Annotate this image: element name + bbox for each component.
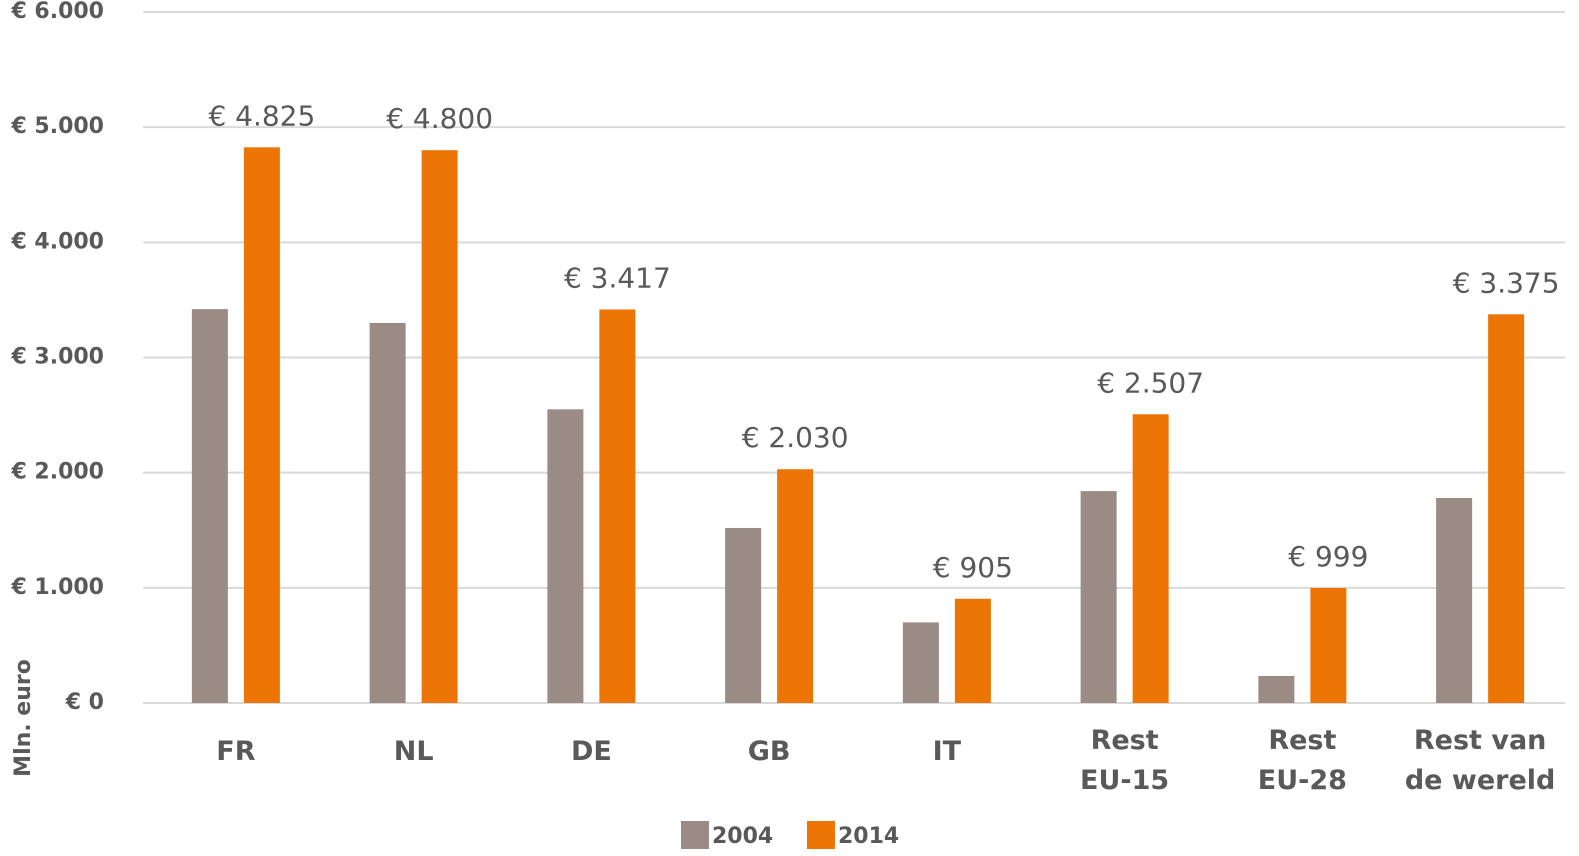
bar	[369, 322, 406, 703]
value-label: € 999	[1288, 540, 1368, 573]
legend-label: 2014	[838, 824, 899, 849]
bar	[1488, 314, 1525, 703]
y-tick-label: € 3.000	[10, 345, 104, 370]
y-tick-label: € 1.000	[10, 575, 104, 600]
x-tick-label: DE	[571, 736, 612, 767]
x-tick-label: IT	[933, 736, 962, 767]
value-label: € 4.800	[386, 102, 493, 135]
bar	[954, 598, 991, 703]
bar	[191, 309, 228, 703]
bar	[1310, 587, 1347, 703]
value-label: € 3.417	[564, 261, 671, 294]
x-tick-label: FR	[216, 736, 255, 767]
bar	[421, 150, 458, 703]
x-tick-label: Rest EU-28	[1258, 725, 1347, 796]
value-label: € 4.825	[208, 99, 315, 132]
bar	[1436, 498, 1473, 703]
bar	[725, 527, 762, 703]
bar	[902, 622, 939, 703]
y-tick-label: € 2.000	[10, 460, 104, 485]
bar	[243, 147, 280, 704]
value-label: € 3.375	[1453, 266, 1560, 299]
value-label: € 905	[933, 551, 1013, 584]
y-tick-label: € 0	[65, 690, 104, 715]
bar	[547, 409, 584, 703]
value-label: € 2.507	[1097, 366, 1204, 399]
x-tick-label: NL	[394, 736, 434, 767]
y-tick-label: € 5.000	[10, 114, 104, 139]
x-tick-label: Rest van de wereld	[1405, 725, 1556, 796]
y-tick-label: € 4.000	[10, 229, 104, 254]
value-label: € 2.030	[742, 421, 849, 454]
bar	[777, 469, 814, 703]
legend-swatch	[807, 821, 835, 849]
bar	[1080, 491, 1117, 703]
bar	[599, 309, 636, 703]
x-tick-label: GB	[748, 736, 791, 767]
bar	[1132, 414, 1169, 703]
y-axis-label: Mln. euro	[11, 659, 36, 777]
legend-label: 2004	[712, 824, 773, 849]
legend-swatch	[681, 821, 709, 849]
y-tick-label: € 6.000	[10, 0, 104, 24]
x-tick-label: Rest EU-15	[1080, 725, 1169, 796]
bar	[1258, 675, 1295, 703]
